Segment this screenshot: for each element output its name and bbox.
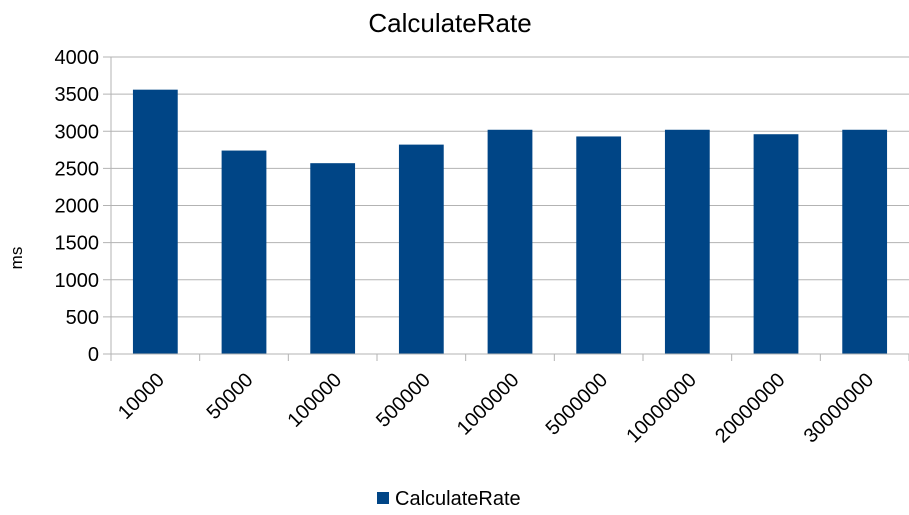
legend-label: CalculateRate: [395, 488, 521, 510]
x-tick-label: 1000000: [453, 369, 524, 440]
bar: [310, 163, 356, 354]
x-tick-label: 5000000: [542, 369, 613, 440]
y-tick-label: 1500: [55, 233, 100, 255]
y-tick-labels: 0 500 1000 1500 2000 2500 3000 3500 4000: [55, 47, 100, 366]
bar: [664, 129, 710, 354]
y-tick-label: 2500: [55, 158, 100, 180]
bar: [221, 150, 267, 354]
axes: [103, 56, 909, 361]
x-tick-label: 20000000: [711, 369, 789, 447]
y-tick-label: 3000: [55, 121, 100, 143]
bars: [132, 89, 888, 355]
x-tick-label: 10000000: [622, 369, 700, 447]
y-tick-label: 0: [88, 344, 99, 366]
x-tick-label: 10000: [114, 369, 169, 424]
bar: [842, 129, 888, 354]
x-tick-label: 100000: [283, 369, 346, 432]
bar: [753, 134, 799, 354]
bar: [132, 89, 178, 355]
legend-swatch: [377, 492, 389, 504]
x-tick-label: 500000: [372, 369, 435, 432]
y-tick-label: 1000: [55, 270, 100, 292]
x-tick-label: 50000: [203, 369, 258, 424]
legend: CalculateRate: [377, 488, 521, 510]
y-tick-label: 2000: [55, 196, 100, 218]
y-tick-label: 3500: [55, 84, 100, 106]
bar: [487, 129, 533, 354]
y-tick-label: 500: [66, 307, 99, 329]
chart-title: CalculateRate: [368, 8, 531, 38]
y-axis-label: ms: [7, 247, 26, 270]
x-tick-labels: 10000 50000 100000 500000 1000000 5000000 1000…: [114, 369, 878, 447]
bar: [576, 136, 622, 354]
x-tick-label: 30000000: [800, 369, 878, 447]
bar: [398, 144, 444, 354]
y-tick-label: 4000: [55, 47, 100, 69]
